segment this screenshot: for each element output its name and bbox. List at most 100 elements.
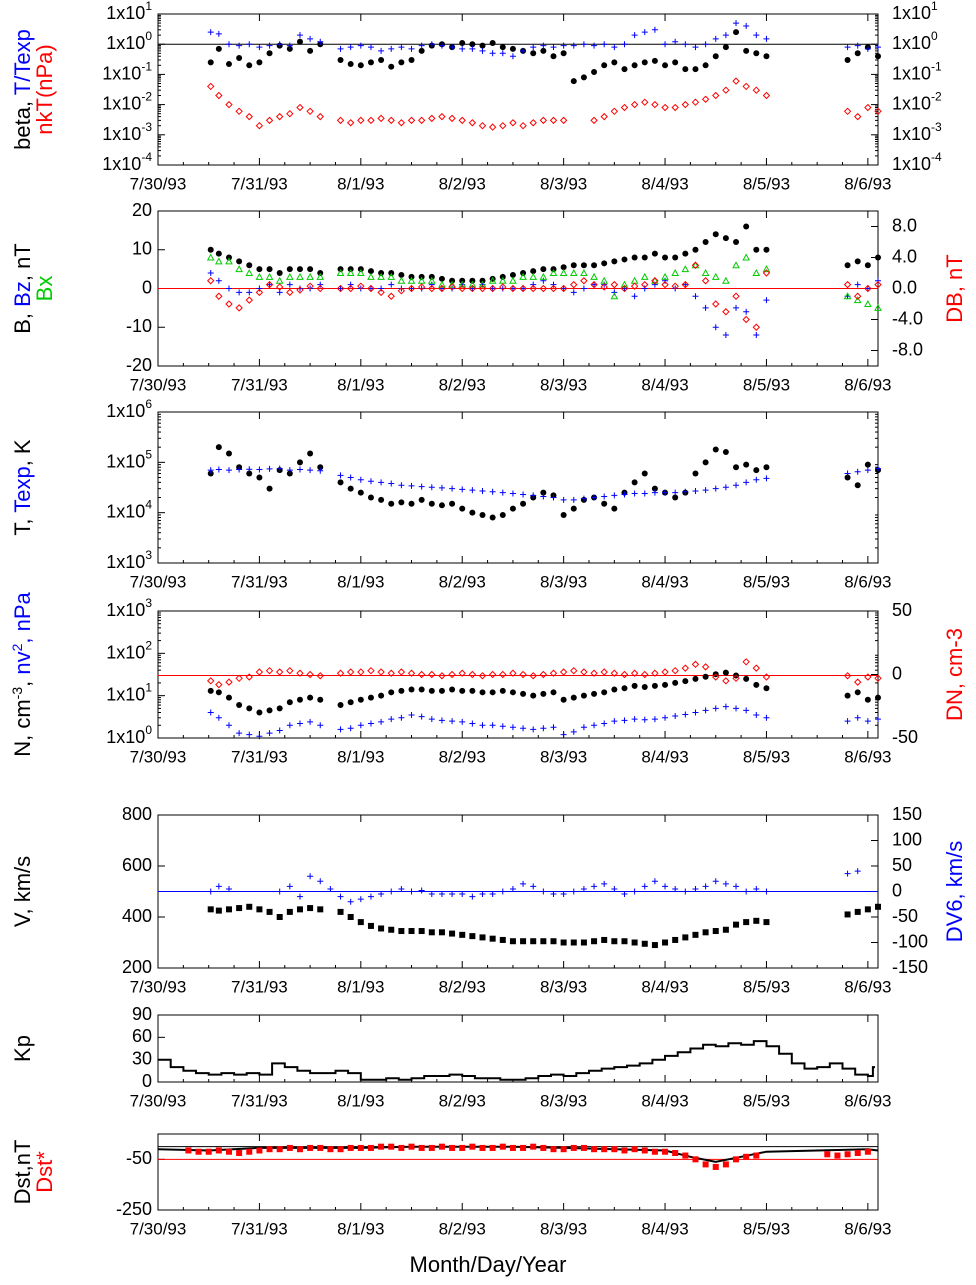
x-tick-label: 8/1/93 <box>337 572 384 591</box>
data-point <box>225 694 232 701</box>
data-point <box>580 41 587 48</box>
data-point <box>763 919 770 926</box>
data-point <box>398 687 405 694</box>
data-point <box>651 277 659 285</box>
data-point <box>266 730 273 737</box>
data-point <box>733 705 740 712</box>
x-tick-label: 7/30/93 <box>130 1091 187 1110</box>
data-point <box>265 280 274 289</box>
data-point <box>864 1148 871 1155</box>
data-point <box>336 116 345 125</box>
data-point <box>550 689 557 696</box>
data-point <box>459 1144 466 1151</box>
data-point <box>388 281 395 288</box>
data-point <box>275 276 284 284</box>
data-point <box>591 883 598 890</box>
data-point <box>691 261 700 269</box>
data-point <box>702 304 709 311</box>
data-point <box>540 489 547 496</box>
data-point <box>195 1148 202 1155</box>
data-point <box>407 276 416 284</box>
data-point <box>286 883 293 890</box>
data-point <box>479 47 486 54</box>
data-point <box>347 485 354 492</box>
data-point <box>449 500 456 507</box>
data-point <box>824 1151 831 1158</box>
data-point <box>207 29 214 36</box>
data-point <box>235 107 243 116</box>
data-point <box>682 281 689 288</box>
data-point <box>621 66 628 73</box>
data-point <box>276 270 283 276</box>
data-point <box>378 47 385 54</box>
data-point <box>337 1146 344 1153</box>
data-point <box>662 277 669 284</box>
data-point <box>347 281 354 288</box>
data-point <box>580 692 587 699</box>
data-point <box>317 464 324 471</box>
data-point <box>651 1148 658 1155</box>
data-point <box>530 692 537 699</box>
data-point <box>215 714 222 721</box>
data-point <box>875 277 881 284</box>
x-tick-label: 8/1/93 <box>337 747 384 766</box>
data-point <box>398 1144 405 1151</box>
data-point <box>540 493 547 500</box>
y-tick-label-right: 50 <box>892 855 912 875</box>
data-point <box>236 730 243 737</box>
data-point <box>631 490 638 497</box>
data-point <box>418 713 425 720</box>
data-point <box>854 292 862 300</box>
data-point <box>662 714 669 721</box>
data-point <box>256 474 263 481</box>
x-tick-label: 7/31/93 <box>231 977 288 996</box>
data-point <box>225 885 232 892</box>
data-point <box>601 260 608 267</box>
x-tick-label: 8/6/93 <box>844 1091 891 1110</box>
data-point <box>844 262 851 269</box>
data-point <box>337 45 344 52</box>
data-point <box>864 45 871 52</box>
data-point <box>448 280 456 288</box>
data-point <box>337 56 344 63</box>
data-point <box>225 906 232 913</box>
data-point <box>387 116 395 125</box>
data-point <box>591 262 598 269</box>
data-point <box>875 716 881 723</box>
data-point <box>701 95 710 103</box>
x-tick-label: 8/4/93 <box>641 572 688 591</box>
data-point <box>550 281 557 288</box>
x-tick-label: 8/1/93 <box>337 1219 384 1238</box>
data-point <box>246 903 253 910</box>
data-point <box>651 878 658 885</box>
data-point <box>296 669 304 677</box>
x-tick-label: 8/6/93 <box>844 174 891 193</box>
data-point <box>256 285 263 292</box>
data-point <box>347 699 354 706</box>
y-tick-label-right: 1x100 <box>892 29 938 53</box>
data-point <box>712 53 719 60</box>
data-point <box>569 268 578 276</box>
data-point <box>316 284 324 293</box>
data-point <box>621 717 628 724</box>
data-point <box>215 907 222 914</box>
data-point <box>631 888 638 895</box>
data-point <box>550 938 557 945</box>
data-point <box>438 687 445 694</box>
data-point <box>347 914 354 920</box>
data-point <box>702 459 709 466</box>
y-tick-label-right: 1x101 <box>892 0 938 23</box>
data-point <box>580 285 587 292</box>
data-point <box>743 223 750 230</box>
data-point <box>469 45 476 52</box>
data-point <box>712 1163 719 1170</box>
data-point <box>285 272 294 280</box>
data-point <box>266 1146 273 1153</box>
data-point <box>662 254 669 261</box>
data-point <box>388 926 395 933</box>
data-point <box>398 59 405 66</box>
data-point <box>570 42 577 49</box>
data-point <box>346 668 355 676</box>
data-point <box>570 280 578 289</box>
data-point <box>245 112 253 121</box>
